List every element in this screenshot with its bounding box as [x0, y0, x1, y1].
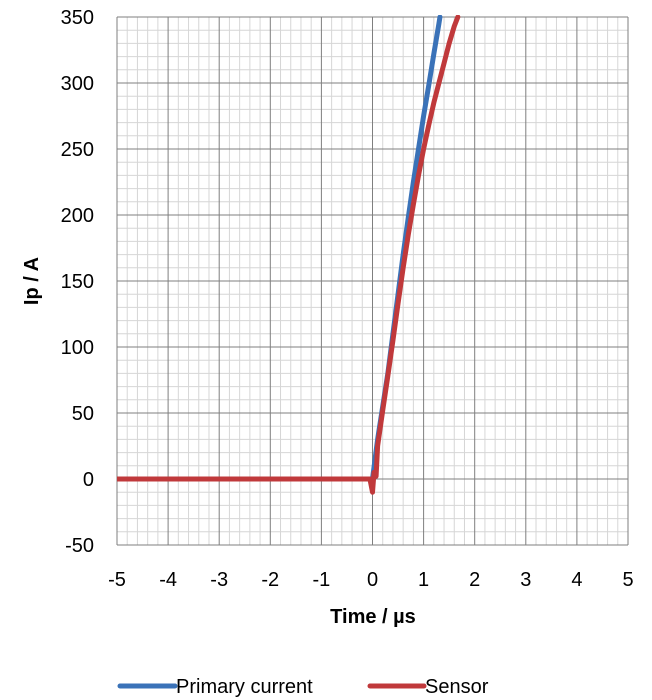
x-tick-labels: -5 -4 -3 -2 -1 0 1 2 3 4 5: [108, 569, 633, 591]
y-tick-label: 50: [72, 403, 94, 425]
x-tick-label: -4: [159, 569, 177, 591]
x-tick-label: 0: [367, 569, 378, 591]
x-tick-label: 4: [571, 569, 582, 591]
x-tick-label: 5: [622, 569, 633, 591]
x-tick-label: 2: [469, 569, 480, 591]
x-tick-label: -1: [313, 569, 331, 591]
x-tick-label: -2: [261, 569, 279, 591]
y-tick-label: 150: [61, 271, 94, 293]
y-tick-label: 350: [61, 7, 94, 29]
series-layer: [117, 15, 461, 495]
y-tick-label: 0: [83, 469, 94, 491]
y-tick-label: 250: [61, 139, 94, 161]
x-tick-label: -3: [210, 569, 228, 591]
y-tick-label: 200: [61, 205, 94, 227]
x-tick-label: -5: [108, 569, 126, 591]
y-tick-label: -50: [65, 535, 94, 557]
x-tick-label: 1: [418, 569, 429, 591]
series-line-sensor: [117, 15, 461, 495]
y-tick-labels: -50 0 50 100 150 200 250 300 350: [61, 7, 94, 557]
x-tick-label: 3: [520, 569, 531, 591]
y-tick-label: 100: [61, 337, 94, 359]
y-axis-title: Ip / A: [21, 257, 43, 305]
x-axis-title: Time / µs: [330, 606, 416, 628]
y-tick-label: 300: [61, 73, 94, 95]
legend-label-primary-current: Primary current: [176, 676, 313, 698]
legend-label-sensor: Sensor: [425, 676, 489, 698]
series-line-primary-current: [117, 15, 443, 482]
legend: Primary current Sensor: [117, 676, 489, 698]
